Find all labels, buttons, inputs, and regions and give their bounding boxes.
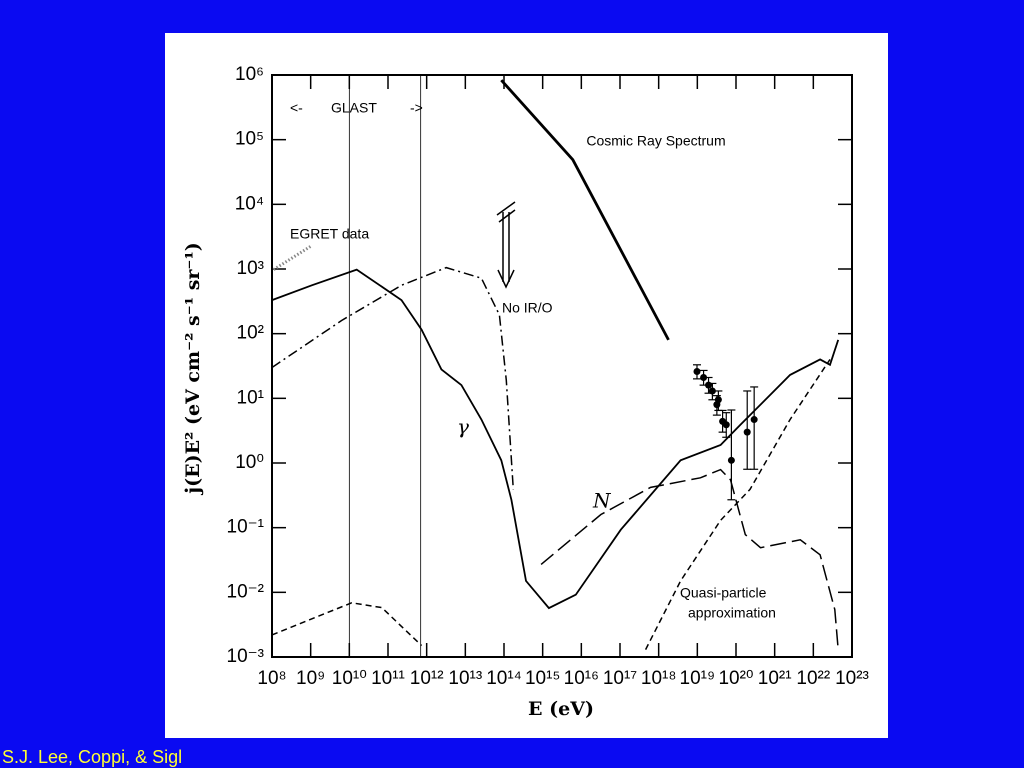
data-point <box>750 416 758 424</box>
y-tick-label: 10⁴ <box>235 193 264 214</box>
y-tick-label: 10³ <box>237 258 264 279</box>
data-point <box>708 387 716 395</box>
annotation: -> <box>410 100 423 116</box>
y-tick-label: 10² <box>237 323 264 344</box>
y-tick-label: 10¹ <box>237 387 264 408</box>
annotation: Quasi-particle <box>680 585 767 601</box>
x-tick-label: 10¹⁹ <box>680 668 716 689</box>
y-tick-label: 10⁵ <box>235 129 264 150</box>
annotation: <- <box>290 100 303 116</box>
y-tick-label: 10⁻¹ <box>227 517 265 538</box>
data-point <box>722 421 730 429</box>
series-line <box>271 266 515 490</box>
x-tick-label: 10²³ <box>835 668 869 689</box>
x-axis-title: E (eV) <box>528 698 594 720</box>
series-line <box>644 358 831 650</box>
data-point <box>743 428 751 436</box>
x-tick-label: 10¹⁴ <box>486 668 522 689</box>
series-line <box>540 468 839 650</box>
y-tick-label: 10⁰ <box>235 452 264 473</box>
y-tick-label: 10⁶ <box>235 64 264 85</box>
annotation: approximation <box>688 605 776 621</box>
x-tick-label: 10⁹ <box>296 668 325 689</box>
data-point <box>727 456 735 464</box>
series-line <box>272 244 313 271</box>
annotation: No IR/O <box>502 300 553 316</box>
x-tick-label: 10¹¹ <box>371 668 405 689</box>
annotation: N <box>592 489 612 513</box>
footer: S.J. Lee, Coppi, & Sigl <box>2 747 182 767</box>
data-point <box>705 381 713 389</box>
x-tick-label: 10²² <box>796 668 830 689</box>
x-tick-label: 10¹³ <box>448 668 482 689</box>
x-tick-label: 10¹⁵ <box>525 668 560 689</box>
series-line <box>271 602 423 647</box>
y-tick-label: 10⁻² <box>227 581 265 602</box>
annotation: Cosmic Ray Spectrum <box>586 133 725 149</box>
x-tick-label: 10¹⁶ <box>564 668 599 689</box>
annotation: GLAST <box>331 100 377 116</box>
y-tick-label: 10⁻³ <box>227 646 265 667</box>
x-tick-label: 10²⁰ <box>718 668 753 689</box>
x-tick-label: 10¹⁷ <box>603 668 637 689</box>
annotation: EGRET data <box>290 226 369 242</box>
data-point <box>714 396 722 404</box>
y-axis-title: j(E)E² (eV cm⁻² s⁻¹ sr⁻¹) <box>182 242 204 496</box>
panel <box>165 33 888 738</box>
annotation: γ <box>457 415 469 439</box>
x-tick-label: 10¹⁰ <box>332 668 367 689</box>
plot-frame <box>271 74 853 658</box>
series-line <box>271 268 840 610</box>
x-tick-label: 10²¹ <box>758 668 792 689</box>
data-point <box>693 367 701 375</box>
x-tick-label: 10¹⁸ <box>641 668 676 689</box>
series-line <box>500 79 670 341</box>
x-tick-label: 10⁸ <box>257 668 286 689</box>
x-tick-label: 10¹² <box>410 668 444 689</box>
limit-arrow <box>496 201 516 289</box>
data-point <box>700 373 708 381</box>
